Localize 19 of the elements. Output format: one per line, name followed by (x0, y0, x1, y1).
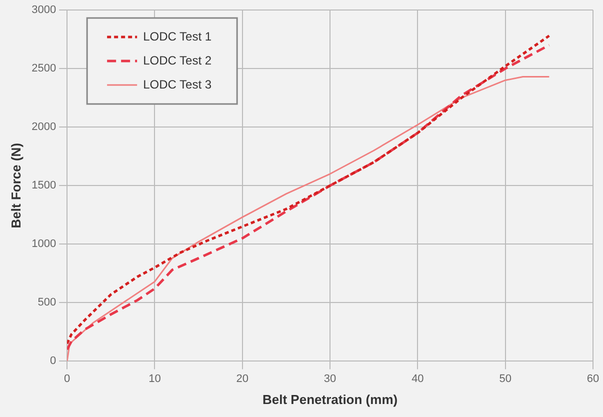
y-tick-label: 0 (50, 355, 56, 368)
y-tick-label: 3000 (32, 4, 56, 16)
legend-label: LODC Test 1 (143, 29, 212, 44)
y-tick-label: 1500 (32, 180, 56, 192)
x-tick-label: 50 (499, 372, 512, 385)
legend-label: LODC Test 2 (143, 53, 212, 68)
x-tick-label: 30 (324, 372, 336, 385)
y-tick-label: 1000 (32, 238, 56, 250)
x-tick-label: 20 (236, 372, 249, 385)
x-tick-label: 10 (148, 372, 161, 385)
x-tick-label: 0 (64, 372, 70, 385)
x-tick-label: 40 (412, 372, 424, 385)
y-axis-title: Belt Force (N) (8, 142, 24, 228)
x-axis-title: Belt Penetration (mm) (262, 392, 398, 407)
y-tick-label: 500 (38, 296, 56, 309)
y-tick-label: 2500 (32, 62, 56, 75)
x-tick-label: 60 (586, 372, 600, 385)
y-tick-label: 2000 (32, 121, 56, 134)
legend-label: LODC Test 3 (143, 77, 212, 92)
